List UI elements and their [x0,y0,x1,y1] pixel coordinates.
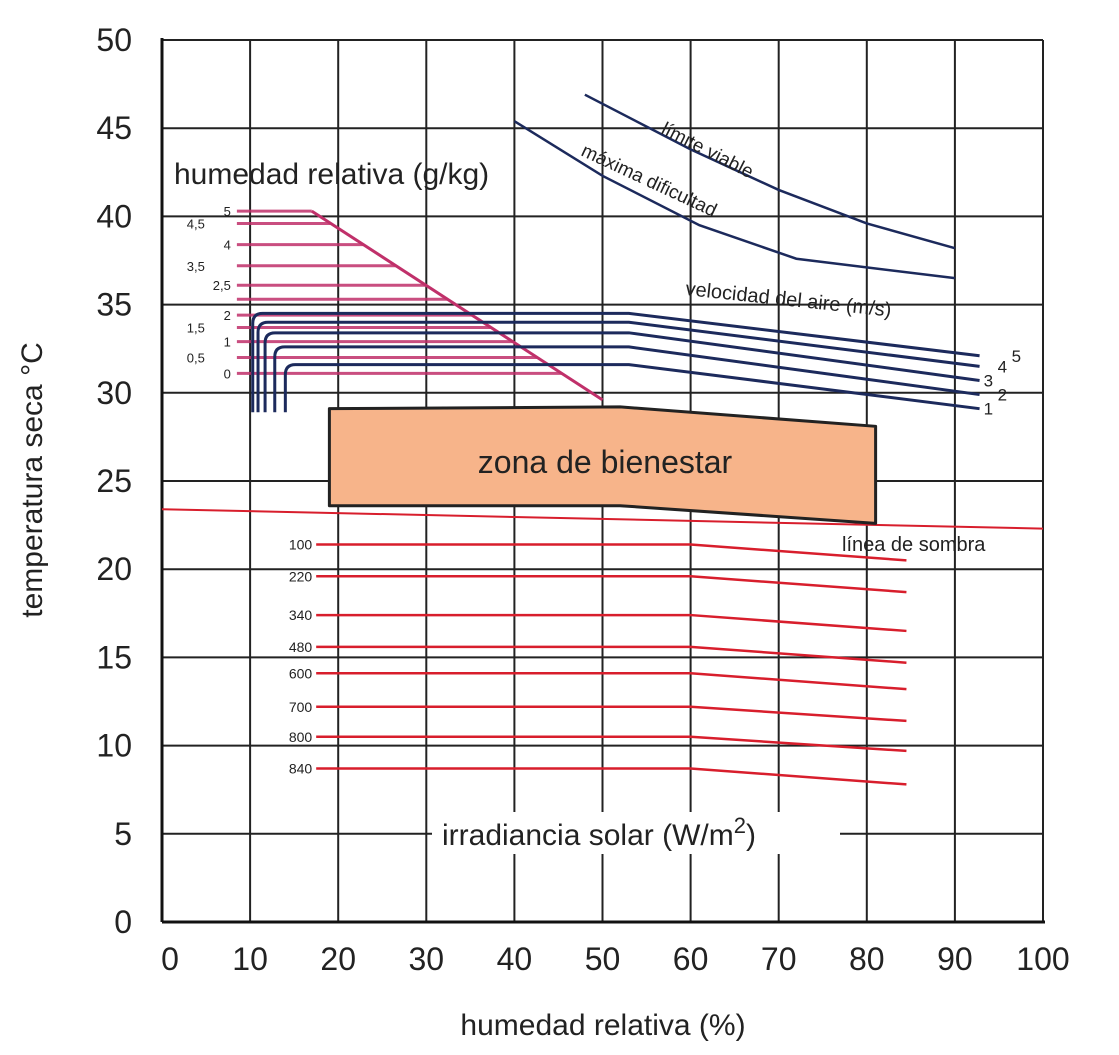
humidity-boundary-line [310,209,604,402]
y-tick-label: 25 [96,463,132,499]
x-tick-label: 60 [673,941,709,977]
series-layer [161,93,1044,786]
x-tick-label: 70 [761,941,797,977]
irradiance-title: irradiancia solar (W/m2) [442,813,756,852]
irradiance-line-label: 600 [289,665,313,681]
irradiance-line-label: 480 [289,639,313,655]
shadow-line-label: línea de sombra [842,534,986,556]
wind-line [273,345,980,413]
wind-line-label: 5 [1012,347,1021,366]
y-tick-label: 40 [96,198,132,234]
humidity-title: humedad relativa (g/kg) [174,158,489,191]
irradiance-line [316,613,907,633]
y-tick-label: 35 [96,287,132,323]
irradiance-line [316,735,907,753]
comfort-zone [327,405,878,525]
irradiance-line-label: 220 [289,568,313,584]
humidity-line-label: 0,5 [187,351,205,366]
irradiance-title-sup: 2 [734,813,746,838]
wind-title: velocidad del aire (m/s) [684,278,892,321]
y-tick-label: 15 [96,639,132,675]
limite-viable-curve [584,93,956,250]
shadow-line [161,508,1044,530]
humidity-line-label: 2,5 [213,278,231,293]
wind-line-label: 3 [984,371,993,390]
maxima-dificultad-curve [513,120,956,280]
irradiance-line [316,705,907,723]
humidity-line-label: 1,5 [187,321,205,336]
wind-line-label: 1 [984,400,993,419]
irradiance-title-text: irradiancia solar (W/m [442,819,734,852]
y-tick-label: 10 [96,728,132,764]
irradiance-title-bg [432,812,840,854]
irradiance-line-label: 840 [289,761,313,777]
y-tick-label: 0 [114,904,132,940]
humidity-line-label: 4 [224,238,231,253]
irradiance-line [316,767,907,786]
humidity-line-label: 3,5 [187,259,205,274]
y-tick-label: 20 [96,551,132,587]
y-tick-label: 45 [96,110,132,146]
humidity-line-label: 0 [224,366,231,381]
irradiance-line [316,672,907,691]
y-tick-label: 5 [114,816,132,852]
humidity-line-label: 5 [224,204,231,219]
y-axis-title: temperatura seca °C [16,342,49,617]
x-tick-label: 80 [849,941,885,977]
x-tick-label: 20 [320,941,356,977]
irradiance-line-label: 340 [289,607,313,623]
wind-line-label: 4 [998,357,1007,376]
wind-line-label: 2 [998,386,1007,405]
y-tick-label: 50 [96,22,132,58]
y-tick-label: 30 [96,375,132,411]
labels-layer: 54,543,52,521,510,5012345100220340480600… [187,204,1021,776]
irradiance-line-label: 100 [289,537,313,553]
x-tick-label: 90 [937,941,973,977]
irradiance-line [316,543,907,562]
comfort-zone-label: zona de bienestar [478,444,733,480]
irradiance-line [316,575,907,594]
wind-line [251,311,980,413]
comfort-zone-layer [327,405,878,525]
x-tick-label: 40 [497,941,533,977]
humidity-line-label: 1 [224,335,231,350]
wind-line [283,363,980,413]
x-tick-label: 100 [1016,941,1069,977]
wind-line [256,320,980,413]
irradiance-line [316,645,907,664]
x-tick-label: 0 [161,941,179,977]
x-tick-label: 30 [409,941,445,977]
x-axis-title: humedad relativa (%) [460,1009,745,1042]
irradiance-line-label: 700 [289,699,313,715]
irradiance-line-label: 800 [289,729,313,745]
humidity-line-label: 4,5 [187,216,205,231]
x-tick-label: 10 [232,941,268,977]
x-tick-label: 50 [585,941,621,977]
humidity-line-label: 2 [224,308,231,323]
irradiance-title-close: ) [746,819,756,852]
wind-line [263,331,980,413]
